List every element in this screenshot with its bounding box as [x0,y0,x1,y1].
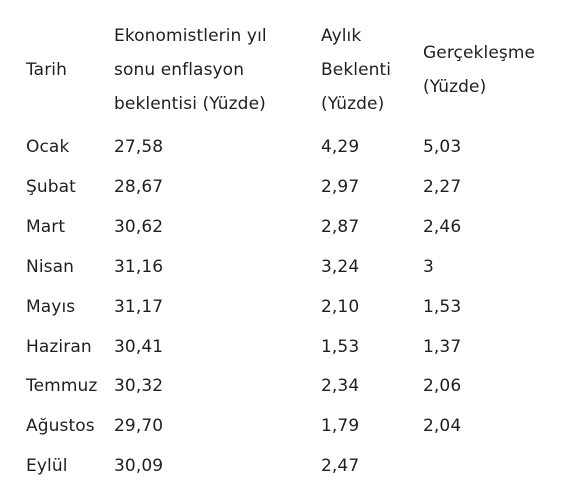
inflation-expectations-table: Tarih Ekonomistlerin yıl sonu enflasyon … [18,12,558,487]
cell-realization [415,447,558,487]
cell-realization: 1,53 [423,296,462,317]
header-year-end-expectation: Ekonomistlerin yıl sonu enflasyon beklen… [114,26,267,114]
cell-year-end-expectation: 29,70 [114,416,164,437]
cell-year-end-expectation: 27,58 [114,137,164,157]
cell-year-end-expectation: 28,67 [114,176,164,197]
cell-month: Mayıs [26,296,76,317]
cell-year-end-expectation: 30,62 [114,216,164,237]
cell-monthly-expectation: 2,47 [321,456,360,477]
cell-month: Ocak [26,137,70,157]
header-realization: Gerçekleşme (Yüzde) [423,43,536,97]
table-row: Nisan 31,16 3,24 3 [18,248,558,288]
cell-year-end-expectation: 30,09 [114,456,164,477]
cell-year-end-expectation: 30,41 [114,336,164,357]
cell-month: Şubat [26,176,76,197]
cell-realization: 1,37 [423,336,462,357]
cell-realization: 5,03 [423,137,462,157]
table-body: Ocak 27,58 4,29 5,03 Şubat 28,67 2,97 2,… [18,128,558,487]
cell-realization: 2,27 [423,176,462,197]
cell-month: Nisan [26,256,74,277]
header-row: Tarih Ekonomistlerin yıl sonu enflasyon … [18,12,558,128]
cell-monthly-expectation: 1,53 [321,336,360,357]
table-row: Eylül 30,09 2,47 [18,447,558,487]
cell-realization: 3 [423,256,434,277]
table-header: Tarih Ekonomistlerin yıl sonu enflasyon … [18,12,558,128]
cell-month: Eylül [26,456,68,477]
table-row: Ağustos 29,70 1,79 2,04 [18,407,558,447]
table-row: Ocak 27,58 4,29 5,03 [18,128,558,168]
cell-month: Ağustos [26,416,95,437]
cell-year-end-expectation: 30,32 [114,376,164,397]
table-row: Mart 30,62 2,87 2,46 [18,208,558,248]
cell-realization: 2,04 [423,416,462,437]
table-row: Mayıs 31,17 2,10 1,53 [18,288,558,328]
cell-monthly-expectation: 4,29 [321,137,360,157]
cell-month: Mart [26,216,66,237]
cell-realization: 2,06 [423,376,462,397]
header-monthly-expectation: Aylık Beklenti (Yüzde) [321,26,392,114]
cell-monthly-expectation: 2,87 [321,216,360,237]
cell-monthly-expectation: 2,10 [321,296,360,317]
header-date: Tarih [26,60,67,80]
cell-monthly-expectation: 3,24 [321,256,360,277]
cell-month: Temmuz [26,376,98,397]
cell-monthly-expectation: 2,97 [321,176,360,197]
cell-monthly-expectation: 1,79 [321,416,360,437]
cell-month: Haziran [26,336,92,357]
table-row: Haziran 30,41 1,53 1,37 [18,328,558,368]
cell-year-end-expectation: 31,17 [114,296,164,317]
cell-year-end-expectation: 31,16 [114,256,164,277]
table-row: Şubat 28,67 2,97 2,27 [18,168,558,208]
cell-monthly-expectation: 2,34 [321,376,360,397]
cell-realization: 2,46 [423,216,462,237]
table-row: Temmuz 30,32 2,34 2,06 [18,367,558,407]
